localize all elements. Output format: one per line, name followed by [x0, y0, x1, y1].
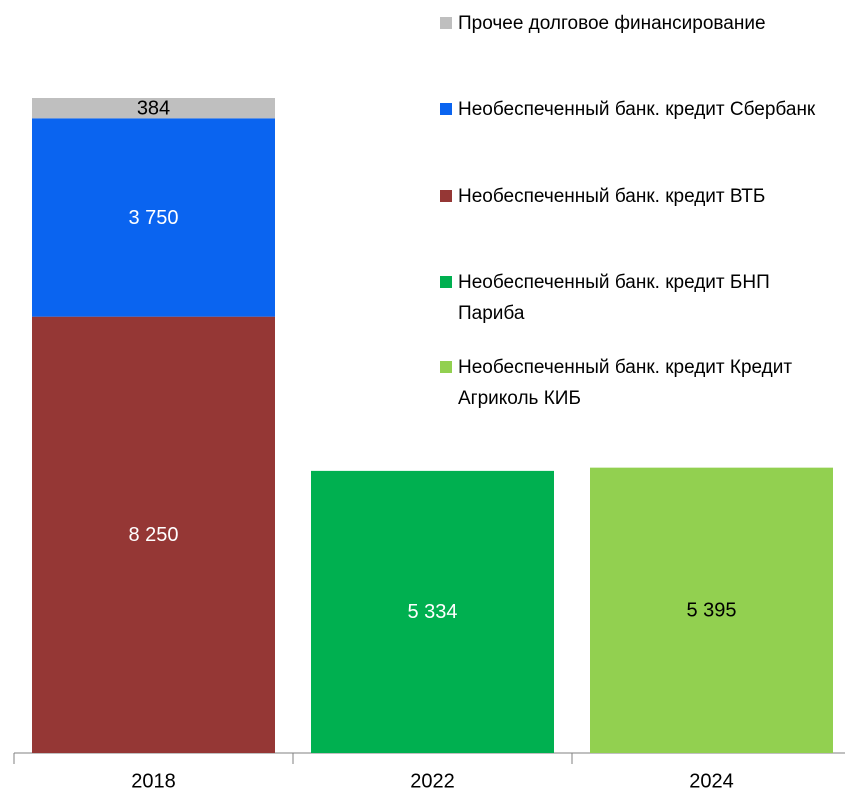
x-tick-label: 2024: [689, 770, 734, 792]
legend-swatch: [440, 17, 452, 29]
x-tick-label: 2018: [131, 770, 176, 792]
legend-swatch: [440, 361, 452, 373]
legend-item: Необеспеченный банк. кредит Кредит Агрик…: [440, 352, 840, 414]
legend-swatch: [440, 190, 452, 202]
legend-item: Необеспеченный банк. кредит БНП Париба: [440, 267, 840, 329]
legend-label: Необеспеченный банк. кредит ВТБ: [458, 186, 766, 207]
legend-label: Прочее долговое финансирование: [458, 13, 766, 34]
bar-segment: [590, 467, 833, 753]
value-label: 5 334: [407, 601, 457, 623]
value-label: 384: [137, 97, 170, 119]
bar-segment: [32, 98, 275, 119]
legend-item: Необеспеченный банк. кредит Сбербанк: [440, 94, 840, 125]
legend-swatch: [440, 276, 452, 288]
legend-label: Необеспеченный банк. кредит БНП Париба: [458, 272, 770, 324]
legend-label: Необеспеченный банк. кредит Сбербанк: [458, 99, 816, 120]
legend-item: Необеспеченный банк. кредит ВТБ: [440, 181, 840, 212]
bar-segment: [311, 470, 554, 753]
legend-swatch: [440, 103, 452, 115]
bar-segment: [32, 316, 275, 753]
bar-segment: [32, 118, 275, 317]
legend-item: Прочее долговое финансирование: [440, 8, 840, 39]
x-tick-label: 2022: [410, 770, 455, 792]
value-label: 8 250: [128, 524, 178, 546]
value-label: 3 750: [128, 207, 178, 229]
legend-label: Необеспеченный банк. кредит Кредит Агрик…: [458, 357, 793, 409]
value-label: 5 395: [686, 600, 736, 622]
